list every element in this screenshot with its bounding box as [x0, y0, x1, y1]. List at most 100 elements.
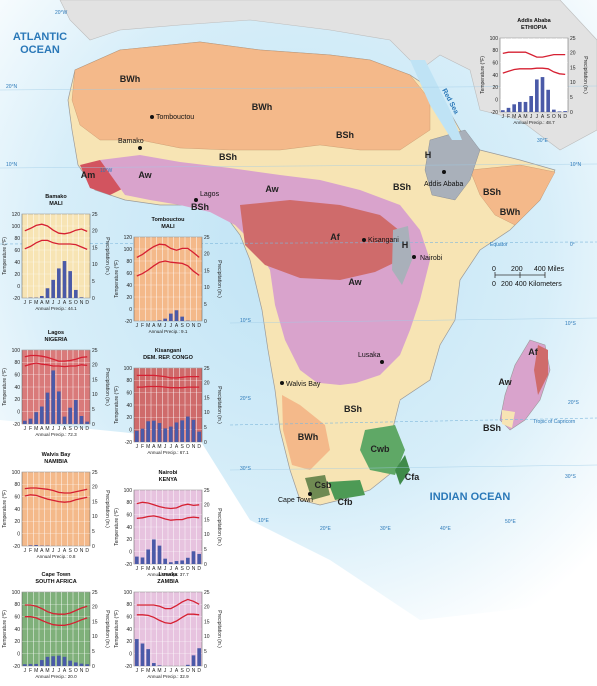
coord-50e: 50°E	[505, 519, 517, 525]
climograph-title: Kisangani	[155, 348, 182, 354]
precip-bar	[163, 558, 167, 564]
month-label: M	[157, 444, 161, 450]
temp-high-line	[136, 374, 200, 379]
month-label: A	[175, 444, 179, 450]
month-label: A	[40, 668, 44, 674]
month-label: J	[164, 566, 167, 572]
temp-tick-label: 60	[492, 60, 498, 66]
coord-20s-w: 20°S	[240, 396, 252, 402]
temp-low-line	[136, 613, 200, 625]
climate-label-af: Af	[330, 232, 340, 242]
month-label: J	[136, 444, 139, 450]
precip-tick-label: 20	[570, 51, 576, 57]
city-labels: Tombouctou Bamako Lagos Kisangani Nairobi Add…	[118, 114, 463, 504]
month-label: A	[63, 426, 67, 432]
annual-precip-label: Annual Precip.: 20.0	[35, 674, 77, 679]
temp-tick-label: 60	[126, 512, 132, 518]
zone-af-madagascar	[534, 345, 548, 395]
red-sea	[410, 60, 462, 140]
city-label: Walvis Bay	[286, 381, 321, 388]
month-label: M	[146, 444, 150, 450]
climograph-bamako: Bamako MALI 120 100 80 60 40 20 0 -20 25 20 15 10 5 0 J F…	[0, 190, 110, 318]
precip-tick-label: 10	[570, 80, 576, 86]
climate-label-bsh: BSh	[393, 182, 411, 192]
indian-ocean-label: INDIAN OCEAN	[430, 491, 511, 503]
precip-bar	[152, 539, 156, 564]
month-label: N	[80, 548, 84, 554]
climograph-country: NAMIBIA	[44, 459, 68, 465]
climate-label-bsh: BSh	[483, 187, 501, 197]
temp-tick-label: 80	[492, 48, 498, 54]
precip-bar	[57, 655, 61, 666]
month-label: J	[164, 323, 167, 329]
precip-bar	[68, 271, 72, 298]
temp-tick-label: 100	[12, 224, 21, 230]
precip-tick-label: 0	[204, 440, 207, 446]
temp-high-line	[24, 487, 88, 494]
city-label: Addis Ababa	[424, 181, 463, 188]
temp-tick-label: 20	[14, 639, 20, 645]
climograph-title: Addis Ababa	[517, 18, 551, 24]
temp-tick-label: 60	[14, 372, 20, 378]
zone-bwh-south	[282, 395, 330, 470]
climate-label-bwh: BWh	[500, 207, 521, 217]
climate-label-csb: Csb	[314, 480, 332, 490]
month-label: A	[63, 300, 67, 306]
city-label: Nairobi	[420, 255, 443, 262]
climate-label-bsh: BSh	[191, 202, 209, 212]
temp-tick-label: 100	[124, 366, 133, 372]
climate-label-bsh: BSh	[344, 404, 362, 414]
month-label: A	[63, 668, 67, 674]
temp-tick-label: -20	[125, 440, 132, 446]
month-label: M	[34, 668, 38, 674]
climate-label-af: Af	[528, 347, 538, 357]
month-label: F	[29, 300, 32, 306]
precip-bar	[146, 421, 150, 442]
temp-high-line	[136, 243, 200, 258]
precip-axis-label: Precipitation (in.)	[104, 610, 110, 648]
climate-labels: BWh BWh BSh BSh Am Aw BSh Aw Af H H BSh BSh BWh Aw BSh B…	[81, 74, 539, 507]
month-label: S	[180, 566, 184, 572]
month-label: J	[502, 114, 505, 120]
precip-tick-label: 5	[204, 547, 207, 553]
annual-precip-label: Annual Precip.: 9.1	[149, 329, 188, 334]
coord-10s-e: 10°S	[565, 321, 577, 327]
temp-high-line	[136, 501, 200, 510]
climograph-lusaka: Lusaka ZAMBIA 100 80 60 40 20 0 -20 25 20 15 10 5 0 J F M…	[112, 568, 222, 686]
coord-20n-w: 20°N	[6, 84, 18, 90]
month-label: M	[146, 323, 150, 329]
precip-bar	[501, 110, 505, 112]
climate-label-aw: Aw	[138, 170, 152, 180]
zone-bsh-madagascar	[502, 410, 515, 428]
temp-tick-label: 40	[492, 73, 498, 79]
precip-tick-label: 25	[570, 36, 576, 42]
precip-tick-label: 15	[204, 517, 210, 523]
coord-30s-w: 30°S	[240, 466, 252, 472]
precip-tick-label: 20	[204, 605, 210, 611]
zone-cfa	[395, 455, 410, 485]
month-label: M	[34, 300, 38, 306]
precip-axis-label: Precipitation (in.)	[104, 237, 110, 275]
month-label: F	[29, 426, 32, 432]
precip-axis-label: Precipitation (in.)	[104, 490, 110, 528]
annual-precip-label: Annual Precip.: 0.8	[37, 554, 76, 559]
month-label: J	[24, 426, 27, 432]
precip-bar	[85, 664, 89, 666]
temp-tick-label: -20	[491, 110, 498, 116]
temp-tick-label: 120	[124, 235, 133, 241]
precip-tick-label: 0	[570, 110, 573, 116]
month-label: O	[186, 566, 190, 572]
month-label: O	[74, 668, 78, 674]
month-label: A	[152, 566, 156, 572]
temp-tick-label: -20	[13, 296, 20, 302]
precip-bar	[45, 288, 50, 298]
precip-bar	[191, 419, 196, 442]
precip-tick-label: 25	[92, 348, 98, 354]
temp-high-line	[24, 604, 88, 615]
temp-axis-label: Temperature (°F)	[480, 56, 486, 94]
precip-tick-label: 20	[92, 605, 98, 611]
precip-bar	[140, 557, 145, 564]
precip-tick-label: 25	[92, 212, 98, 218]
temp-tick-label: 0	[17, 409, 20, 415]
